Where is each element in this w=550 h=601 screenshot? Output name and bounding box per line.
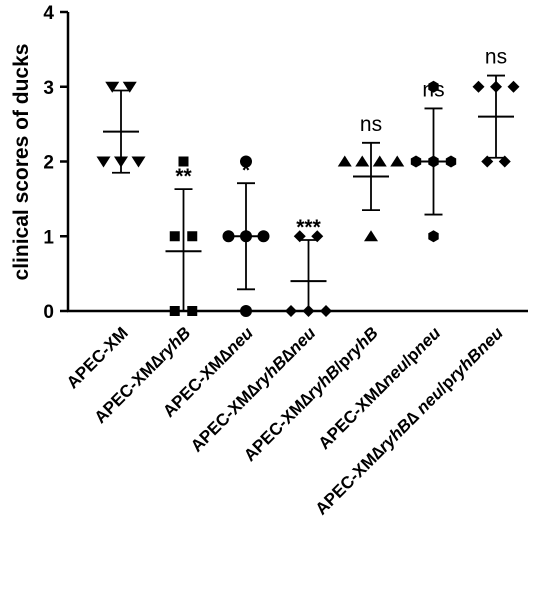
significance-label: ns — [360, 113, 382, 136]
y-tick-label: 1 — [43, 227, 54, 248]
data-point-diamond — [285, 305, 297, 317]
data-point-square — [187, 306, 198, 316]
data-point-diamond — [507, 80, 520, 93]
x-tick-label-part: APEC-XM — [91, 358, 160, 427]
significance-label: ** — [175, 165, 192, 188]
x-tick-label-part: ryhBneu — [445, 323, 508, 386]
y-tick-label: 2 — [43, 153, 54, 174]
x-tick-label-part: ryhB — [154, 323, 195, 364]
x-tick-labels: APEC-XMAPEC-XM∆ryhBAPEC-XM∆neuAPEC-XM∆ry… — [63, 323, 507, 519]
y-axis-label: clinical scores of ducks — [10, 44, 33, 281]
data-point-square — [169, 231, 180, 242]
x-tick-label-part: APEC-XM — [312, 450, 381, 519]
data-point-square — [187, 231, 198, 242]
x-tick-label-part: ryhB — [341, 323, 382, 364]
data-point-circle — [240, 305, 252, 317]
data-point-diamond — [320, 305, 332, 317]
data-point-triangle-up — [390, 155, 405, 167]
significance-label: *** — [296, 216, 321, 239]
significance-label: * — [242, 159, 251, 182]
data-point-triangle-up — [355, 155, 370, 167]
data-point-circle — [240, 155, 252, 168]
data-point-square — [178, 156, 189, 167]
data-point-hexagon — [428, 80, 439, 93]
y-tick-label: 4 — [43, 3, 54, 24]
y-tick-label: 0 — [43, 302, 54, 323]
significance-label: ns — [422, 78, 444, 101]
y-tick-label: 3 — [43, 78, 54, 99]
data-point-triangle-down — [131, 156, 146, 168]
data-point-triangle-up — [364, 230, 378, 242]
data-point-square — [169, 306, 180, 316]
x-tick-label-part: APEC-XM — [240, 396, 309, 465]
data-point-triangle-up — [337, 155, 352, 167]
significance-label: ns — [485, 46, 507, 69]
data-point-triangle-down — [122, 81, 137, 93]
data-point-triangle-down — [105, 81, 120, 93]
x-tick-label: APEC-XM∆neu/pneu — [315, 323, 445, 453]
x-tick-label: APEC-XM∆ryhB∆neu — [187, 323, 320, 456]
data-point-hexagon — [428, 230, 439, 243]
axes: 0 1 2 3 4 — [43, 3, 528, 323]
data-point-diamond — [472, 80, 485, 93]
data-point-triangle-down — [96, 156, 111, 168]
data-point-triangle-up — [372, 155, 387, 167]
